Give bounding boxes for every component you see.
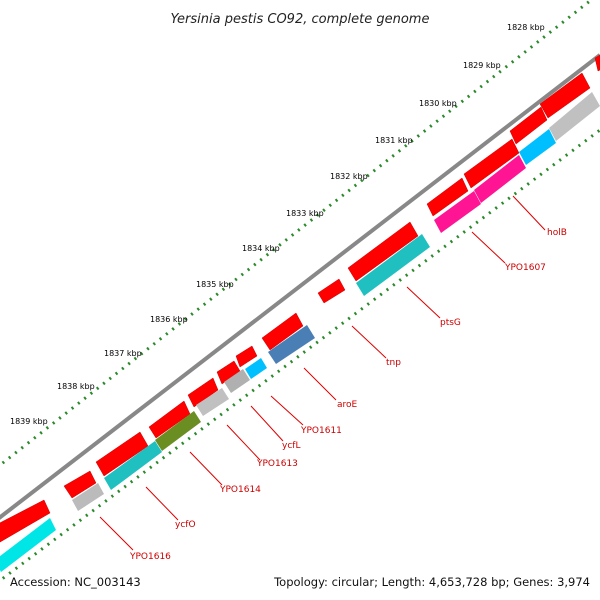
gene-label-ycfL: ycfL (282, 441, 300, 451)
gene-box (196, 388, 229, 416)
gene-box (356, 234, 430, 296)
gene-arrow (426, 177, 469, 217)
gene-label-aroE: aroE (337, 400, 358, 410)
scale-labels: 1828 kbp 1829 kbp 1830 kbp 1831 kbp 1832… (10, 23, 545, 426)
gene-box (268, 325, 315, 364)
gene-arrow (261, 312, 304, 351)
gene-arrow (317, 278, 346, 304)
leader-line (189, 451, 223, 486)
scale-label: 1837 kbp (104, 349, 142, 358)
gene-box (434, 191, 481, 233)
leader-line (99, 516, 134, 551)
genome-summary-text: Topology: circular; Length: 4,653,728 bp… (273, 575, 590, 589)
gene-box (519, 129, 556, 165)
leader-line (145, 486, 179, 521)
forward-strand-genes (0, 54, 600, 543)
scale-label: 1829 kbp (463, 61, 501, 70)
scale-label: 1839 kbp (10, 417, 48, 426)
gene-labels: holB YPO1607 ptsG tnp aroE YPO1611 ycfL … (129, 228, 567, 562)
gene-label-YPO1611: YPO1611 (300, 426, 342, 436)
inner-dotted-ring (0, 128, 600, 583)
scale-label: 1835 kbp (196, 280, 234, 289)
gene-box (155, 411, 201, 451)
leader-line (303, 367, 337, 401)
gene-arrow (235, 345, 258, 368)
gene-arrow (63, 470, 97, 499)
gene-label-tnp: tnp (386, 358, 401, 368)
leader-line (406, 286, 441, 319)
gene-box (104, 441, 162, 490)
backbone-circle (0, 53, 600, 520)
scale-label: 1830 kbp (419, 99, 457, 108)
gene-label-YPO1616: YPO1616 (129, 552, 171, 562)
gene-arrow (463, 138, 520, 189)
gene-box (474, 155, 526, 203)
leader-line (471, 231, 506, 264)
leader-line (351, 325, 387, 359)
leader-line (270, 395, 304, 426)
gene-arrow (594, 54, 600, 72)
scale-label: 1828 kbp (507, 23, 545, 32)
gene-arrow (216, 360, 241, 385)
leader-line (226, 424, 261, 461)
gene-arrow (0, 499, 51, 543)
outer-dotted-ring (0, 0, 594, 468)
gene-label-YPO1614: YPO1614 (219, 485, 261, 495)
scale-label: 1831 kbp (375, 136, 413, 145)
gene-label-YPO1613: YPO1613 (256, 459, 298, 469)
scale-label: 1832 kbp (330, 172, 368, 181)
gene-box (549, 92, 600, 141)
scale-label: 1834 kbp (242, 244, 280, 253)
map-title: Yersinia pestis CO92, complete genome (171, 12, 430, 27)
label-leaders (99, 195, 546, 551)
leader-line (512, 195, 546, 231)
gene-box (224, 369, 250, 393)
scale-label: 1838 kbp (57, 382, 95, 391)
gene-box (72, 483, 104, 511)
gene-label-holB: holB (547, 228, 567, 238)
scale-label: 1836 kbp (150, 315, 188, 324)
gene-label-YPO1607: YPO1607 (504, 263, 546, 273)
gene-box (0, 518, 56, 572)
accession-text: Accession: NC_003143 (10, 575, 141, 589)
gene-arrow (187, 377, 219, 408)
gene-arrow (509, 106, 548, 145)
scale-label: 1833 kbp (286, 209, 324, 218)
reverse-strand-genes (0, 92, 600, 572)
gene-arrow (347, 221, 419, 282)
gene-arrow (539, 72, 591, 119)
gene-label-ycfO: ycfO (175, 520, 196, 530)
gene-arrow (95, 431, 149, 477)
leader-line (250, 405, 284, 442)
gene-box (245, 358, 267, 379)
gene-label-ptsG: ptsG (440, 318, 461, 328)
